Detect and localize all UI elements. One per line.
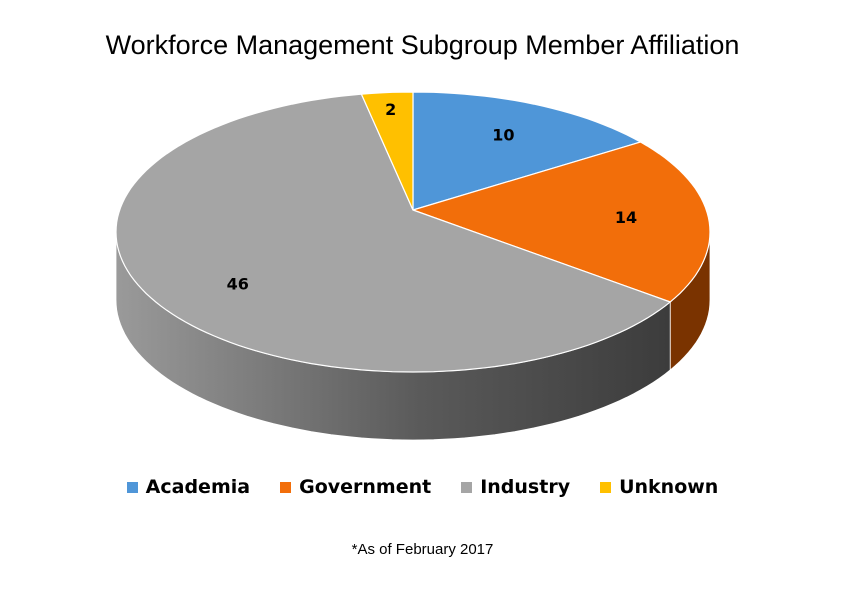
pie-slice-unknown <box>360 91 414 211</box>
data-label-academia: 10 <box>492 126 514 145</box>
legend-label: Government <box>299 476 432 498</box>
legend-item-government: Government <box>280 476 431 498</box>
legend-label: Academia <box>145 476 251 498</box>
pie-slice-industry <box>115 93 672 373</box>
data-label-unknown: 2 <box>385 100 396 119</box>
legend-label: Industry <box>480 476 571 498</box>
legend-item-academia: Academia <box>126 476 251 498</box>
legend-item-industry: Industry <box>461 476 570 498</box>
footnote: *As of February 2017 <box>351 541 494 558</box>
legend-swatch <box>600 481 612 493</box>
data-label-government: 14 <box>615 208 637 227</box>
legend-swatch <box>280 481 292 493</box>
legend-swatch <box>126 481 138 493</box>
chart-title: Workforce Management Subgroup Member Aff… <box>105 30 740 60</box>
data-label-industry: 46 <box>227 275 249 294</box>
legend-swatch <box>461 481 473 493</box>
legend: Academia Government Industry Unknown <box>0 476 845 498</box>
pie-slice-government <box>411 141 711 303</box>
legend-item-unknown: Unknown <box>600 476 718 498</box>
legend-label: Unknown <box>619 476 719 498</box>
pie-slice-academia <box>412 91 643 211</box>
